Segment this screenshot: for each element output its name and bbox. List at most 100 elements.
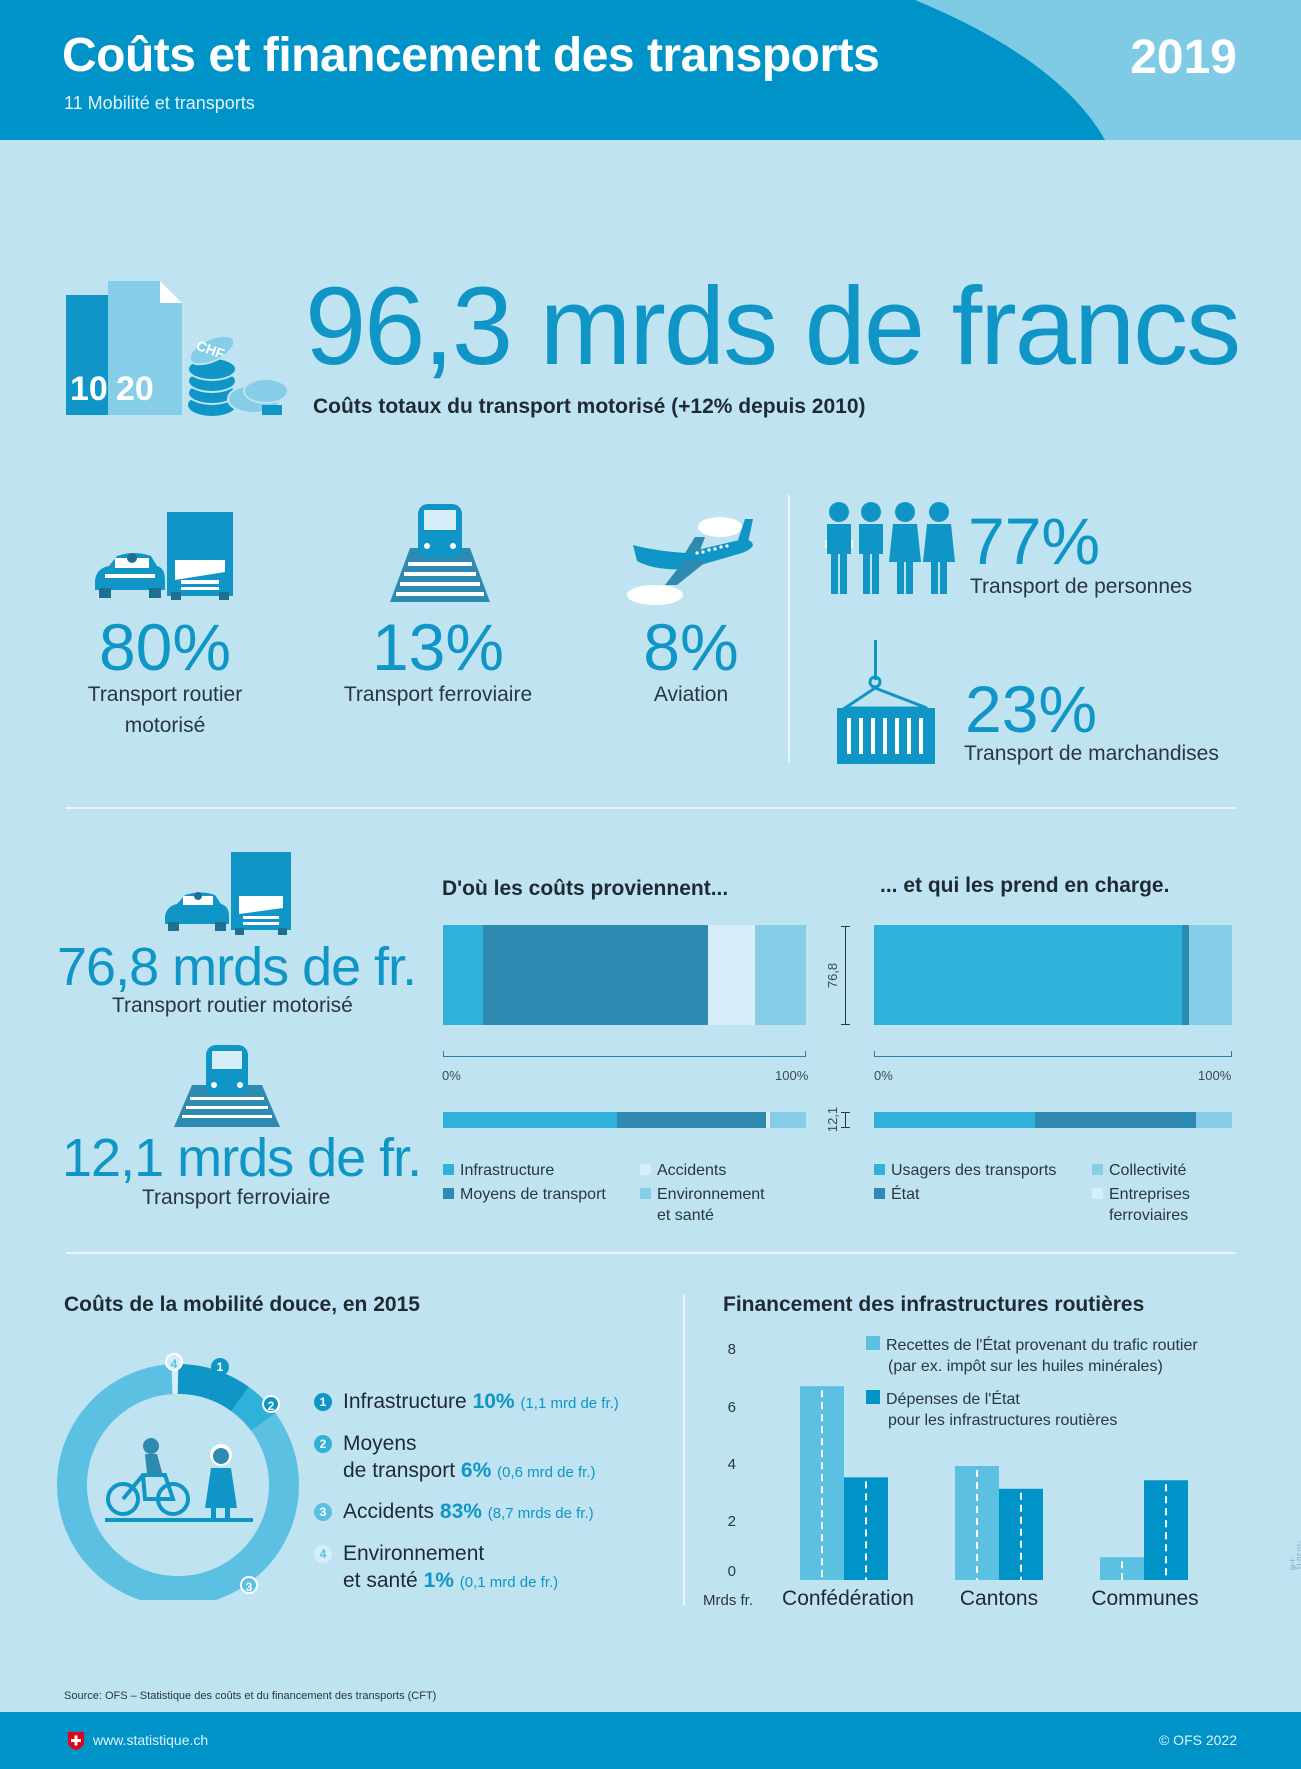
container-icon [837, 640, 935, 764]
bearer-rail-segment-2 [1035, 1112, 1197, 1128]
chart-legend-expenses: Dépenses de l'État pour les infrastructur… [866, 1390, 1117, 1432]
donut-marker-3: 3 [240, 1576, 258, 1594]
rail-share-label: Transport ferroviaire [343, 683, 533, 706]
category-label-communes: Communes [1091, 1587, 1199, 1610]
goods-share-label: Transport de marchandises [964, 742, 1219, 765]
soft-mobility-donut [57, 1363, 299, 1600]
road-cost-label: Transport routier motorisé [112, 994, 353, 1017]
soft-item-infrastructure: Infrastructure 10% (1,1 mrd de fr.) [343, 1390, 619, 1413]
rail-share-pct: 13% [371, 610, 505, 684]
page-title: Coûts et financement des transports [62, 29, 880, 82]
rail-cost-label: Transport ferroviaire [142, 1186, 331, 1209]
donut-marker-1: 1 [211, 1358, 229, 1376]
footer-copyright: © OFS 2022 [1158, 1732, 1237, 1748]
road-cost-value: 76,8 mrds de fr. [57, 937, 417, 997]
y-tick-8: 8 [727, 1341, 736, 1358]
people-icon [825, 502, 955, 594]
road-share-label-2: motorisé [124, 714, 206, 737]
bearer-road-segment-2 [1181, 925, 1190, 1025]
legend-rail-companies: Entreprises ferroviaires [1092, 1185, 1190, 1227]
origin-axis-end: 100% [775, 1068, 809, 1083]
footer-bar [0, 1712, 1301, 1769]
road-scale-marker [845, 926, 846, 1024]
rail-scale-marker [845, 1112, 846, 1128]
y-tick-0: 0 [727, 1563, 736, 1580]
banknote-10-label: 10 [70, 370, 108, 408]
origin-road-segment-3 [707, 925, 756, 1025]
swiss-flag-icon [68, 1732, 84, 1750]
section-divider-1 [66, 807, 1236, 809]
bottom-divider [683, 1295, 685, 1605]
donut-transport-means-segment [230, 1386, 276, 1432]
soft-item-transport-means: Moyens de transport 6% (0,6 mrd de fr.) [343, 1432, 596, 1483]
goods-share-pct: 23% [965, 672, 1098, 746]
banknotes-coins-icon: 10 20 CHF [66, 281, 287, 416]
footer-website-link[interactable]: www.statistique.ch [93, 1732, 209, 1748]
legend-collectivity: Collectivité [1092, 1161, 1186, 1182]
list-badge-3: 3 [314, 1503, 332, 1521]
rail-scale-label: 12,1 [825, 1106, 841, 1133]
bar-expenses-0 [844, 1477, 888, 1580]
page-subtitle: 11 Mobilité et transports [64, 93, 255, 113]
bearer-rail-bar [874, 1112, 1232, 1128]
legend-users: Usagers des transports [874, 1161, 1056, 1182]
bearer-axis-end: 100% [1198, 1068, 1232, 1083]
air-share-label: Aviation [653, 683, 729, 706]
origin-rail-segment-1 [443, 1112, 618, 1128]
bearer-road-bar [874, 925, 1232, 1025]
y-axis-unit: Mrds fr. [703, 1592, 754, 1609]
y-tick-6: 6 [727, 1399, 736, 1416]
source-note: Source: OFS – Statistique des coûts et d… [64, 1690, 437, 1702]
legend-state: État [874, 1185, 919, 1206]
list-badge-1: 1 [314, 1393, 332, 1411]
soft-mobility-title: Coûts de la mobilité douce, en 2015 [64, 1293, 420, 1316]
category-label-confederation: Confédération [782, 1587, 914, 1610]
train-small-icon [174, 1045, 280, 1127]
list-badge-2: 2 [314, 1435, 332, 1453]
legend-infrastructure: Infrastructure [443, 1161, 554, 1182]
donut-marker-2: 2 [262, 1395, 280, 1413]
soft-item-environment: Environnement et santé 1% (0,1 mrd de fr.… [343, 1542, 559, 1593]
bearer-rail-segment-3 [1196, 1112, 1232, 1128]
road-financing-chart [800, 1386, 1188, 1580]
header-banner [0, 0, 1301, 140]
air-share-pct: 8% [643, 610, 739, 684]
bearer-road-segment-3 [1189, 925, 1232, 1025]
rail-cost-value: 12,1 mrds de fr. [62, 1128, 422, 1188]
road-scale-label: 76,8 [825, 962, 841, 989]
persons-share-pct: 77% [968, 504, 1101, 578]
origin-road-bar [443, 925, 806, 1025]
bar-expenses-2 [1144, 1480, 1188, 1580]
origin-rail-bar [443, 1112, 806, 1128]
origin-axis-line [443, 1056, 806, 1057]
category-label-cantons: Cantons [959, 1587, 1039, 1610]
road-share-pct: 80% [98, 610, 232, 684]
bearer-axis-start: 0% [874, 1068, 893, 1083]
header-curve-decoration [915, 0, 1301, 140]
origin-road-segment-4 [755, 925, 806, 1025]
legend-accidents: Accidents [640, 1161, 726, 1182]
origin-road-segment-2 [482, 925, 708, 1025]
origin-road-segment-1 [443, 925, 483, 1025]
total-cost-caption: Coûts totaux du transport motorisé (+12%… [313, 395, 866, 418]
soft-item-accidents: Accidents 83% (8,7 mrds de fr.) [343, 1500, 594, 1523]
origin-rail-segment-4 [769, 1112, 806, 1128]
car-truck-icon [95, 512, 233, 600]
list-badge-4: 4 [314, 1545, 332, 1563]
car-truck-small-icon [165, 852, 291, 935]
origin-axis-start: 0% [442, 1068, 461, 1083]
donut-marker-4: 4 [165, 1353, 183, 1371]
origin-rail-segment-3 [766, 1112, 770, 1128]
cost-bearer-title: ... et qui les prend en charge. [880, 874, 1170, 897]
train-icon [390, 504, 490, 602]
chart-legend-revenue: Recettes de l'État provenant du trafic r… [866, 1336, 1198, 1378]
road-share-label-1: Transport routier [87, 683, 243, 706]
total-cost-value: 96,3 mrds de francs [305, 265, 1241, 388]
bearer-road-segment-1 [874, 925, 1182, 1025]
donut-infrastructure-segment [177, 1364, 249, 1412]
page-year: 2019 [1130, 31, 1237, 84]
persons-share-label: Transport de personnes [970, 575, 1193, 598]
road-financing-title: Financement des infrastructures routière… [723, 1293, 1145, 1316]
y-tick-2: 2 [727, 1513, 736, 1530]
y-tick-4: 4 [727, 1456, 736, 1473]
